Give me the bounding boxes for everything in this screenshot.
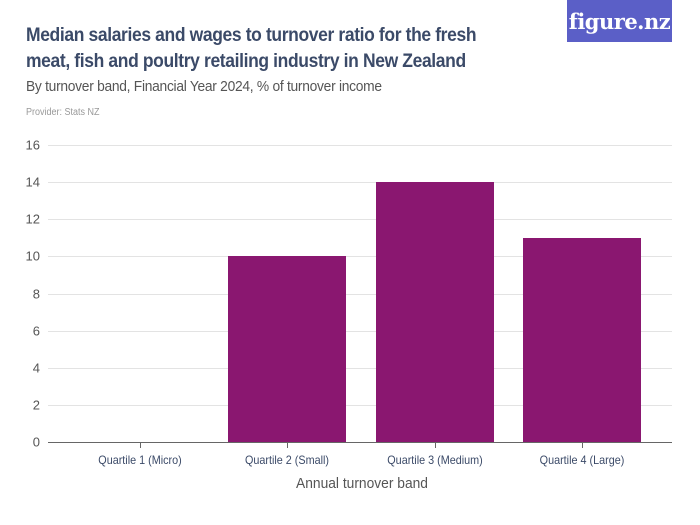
x-axis-title: Annual turnover band bbox=[296, 475, 428, 492]
y-tick-label: 6 bbox=[32, 323, 40, 339]
bar-4[interactable] bbox=[523, 237, 641, 442]
bar-2[interactable] bbox=[228, 256, 346, 442]
y-tick-label: 16 bbox=[25, 137, 40, 153]
x-tick-label: Quartile 2 (Small) bbox=[244, 453, 330, 467]
x-tick-label: Quartile 3 (Medium) bbox=[387, 453, 483, 467]
gridline bbox=[48, 256, 672, 257]
chart-title: Median salaries and wages to turnover ra… bbox=[26, 25, 477, 72]
x-tick-label: Quartile 1 (Micro) bbox=[98, 453, 182, 467]
x-tick bbox=[287, 442, 288, 448]
gridline bbox=[48, 219, 672, 220]
gridline bbox=[48, 294, 672, 295]
y-tick-label: 8 bbox=[32, 286, 40, 301]
gridline bbox=[48, 331, 672, 332]
x-tick bbox=[140, 442, 141, 448]
y-tick-label: 2 bbox=[32, 397, 40, 413]
gridline bbox=[48, 368, 672, 369]
y-tick-label: 4 bbox=[32, 360, 40, 376]
x-axis-line bbox=[48, 442, 672, 443]
y-tick-label: 0 bbox=[32, 434, 40, 450]
gridline bbox=[48, 182, 672, 183]
gridline bbox=[48, 145, 672, 146]
gridline bbox=[48, 405, 672, 406]
provider-label: Provider: Stats NZ bbox=[26, 107, 100, 118]
bar-3[interactable] bbox=[376, 182, 494, 442]
x-tick bbox=[435, 442, 436, 448]
y-tick-label: 10 bbox=[25, 248, 40, 264]
figure-nz-logo[interactable]: figure.nz bbox=[567, 0, 672, 42]
x-tick bbox=[582, 442, 583, 448]
y-tick-label: 12 bbox=[25, 211, 40, 227]
chart-subtitle: By turnover band, Financial Year 2024, %… bbox=[26, 78, 382, 95]
x-tick-label: Quartile 4 (Large) bbox=[539, 453, 625, 467]
y-tick-label: 14 bbox=[25, 174, 40, 190]
